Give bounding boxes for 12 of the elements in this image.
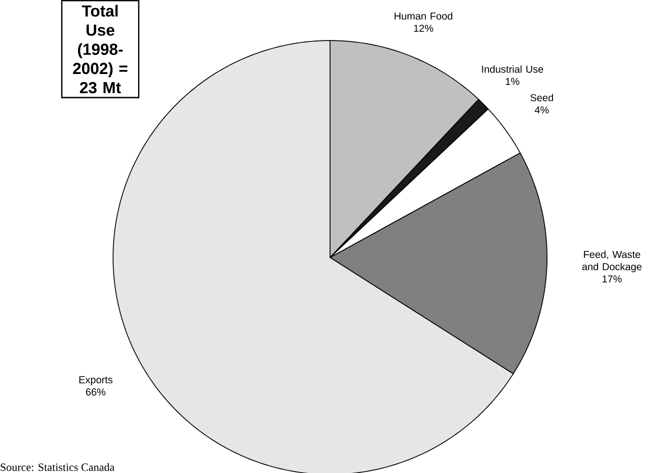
source-note: Source: Statistics Canada <box>0 462 114 471</box>
data-label: 12% <box>414 24 434 32</box>
data-label: 4% <box>534 106 549 114</box>
data-label: 17% <box>602 275 622 282</box>
slice-label: Exports <box>79 376 112 386</box>
data-label: 1% <box>506 78 520 85</box>
slice-label: Industrial Use <box>482 65 544 73</box>
text: Total Use (1998-2002) = 23 Mt <box>73 4 128 94</box>
slice-label: Feed, Waste and Dockage <box>582 250 642 272</box>
slice-label: Human Food <box>394 12 452 20</box>
data-label: 66% <box>86 388 106 396</box>
slice-label: Seed <box>530 94 553 102</box>
